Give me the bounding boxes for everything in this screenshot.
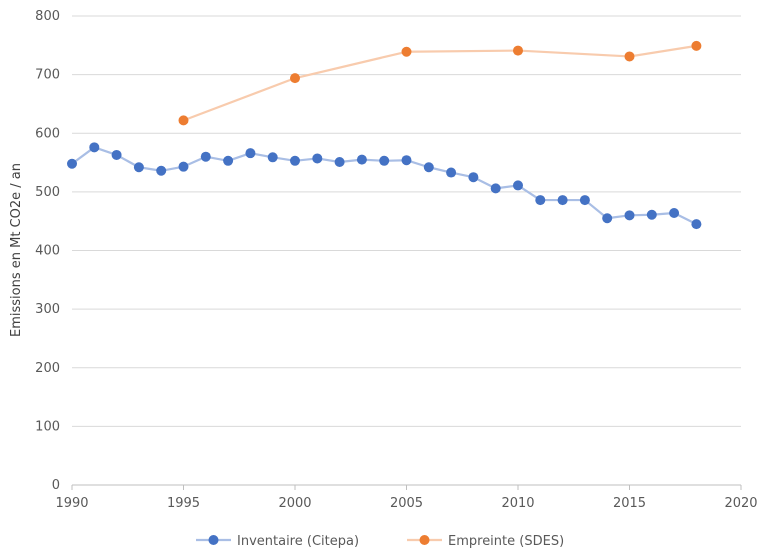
x-tick-label: 2015 — [613, 496, 646, 511]
data-point — [290, 155, 300, 166]
data-point — [200, 151, 211, 162]
series-2 — [178, 40, 702, 126]
data-point — [267, 152, 278, 163]
y-axis-tick-labels: 0 100 200 300 400 500 600 700 800 — [35, 9, 60, 493]
y-tick-label: 400 — [35, 244, 60, 259]
x-tick-label: 2010 — [501, 496, 534, 511]
x-tick-label: 2020 — [724, 496, 757, 511]
data-point — [111, 149, 122, 160]
y-tick-label: 500 — [35, 185, 60, 200]
data-point — [67, 158, 77, 169]
legend: Inventaire (Citepa) Empreinte (SDES) — [196, 534, 564, 549]
data-point — [490, 183, 501, 194]
y-axis-label: Emissions en Mt CO2e / an — [9, 163, 24, 337]
y-tick-label: 0 — [52, 478, 60, 493]
data-point — [334, 156, 345, 167]
x-tick-label: 1995 — [167, 496, 200, 511]
y-tick-label: 700 — [35, 68, 60, 83]
data-point — [178, 161, 189, 172]
data-point — [401, 46, 412, 57]
legend-marker — [419, 535, 430, 545]
legend-label: Inventaire (Citepa) — [237, 534, 359, 549]
data-point — [290, 73, 300, 84]
data-point — [535, 195, 546, 206]
data-point — [513, 180, 523, 191]
data-point — [312, 153, 323, 164]
data-point — [423, 162, 434, 173]
y-tick-label: 800 — [35, 9, 60, 24]
data-point — [89, 142, 100, 153]
data-point — [156, 165, 167, 176]
data-point — [624, 210, 635, 221]
data-point — [356, 154, 367, 165]
data-point — [557, 195, 568, 206]
data-point — [446, 167, 457, 178]
series-layer — [67, 40, 702, 230]
y-tick-label: 300 — [35, 302, 60, 317]
data-point — [223, 155, 234, 166]
y-tick-label: 100 — [35, 419, 60, 434]
x-tick-label: 1990 — [55, 496, 88, 511]
x-tick-label: 2000 — [278, 496, 311, 511]
data-point — [401, 155, 412, 166]
data-point — [468, 172, 479, 183]
data-point — [624, 51, 635, 62]
data-point — [602, 213, 613, 224]
data-point — [579, 195, 590, 206]
legend-label: Empreinte (SDES) — [448, 534, 564, 549]
data-point — [133, 162, 144, 173]
data-point — [513, 45, 523, 56]
data-point — [646, 209, 657, 220]
data-point — [691, 219, 702, 230]
data-point — [245, 148, 256, 159]
series-line — [183, 44, 697, 122]
gridlines — [71, 15, 742, 490]
x-tick-label: 2005 — [390, 496, 423, 511]
x-axis-tick-labels: 1990 1995 2000 2005 2010 2015 2020 — [55, 496, 757, 511]
data-point — [178, 115, 189, 126]
data-point — [669, 207, 680, 218]
y-tick-label: 600 — [35, 126, 60, 141]
data-point — [691, 40, 702, 51]
data-point — [379, 155, 390, 166]
legend-marker — [208, 535, 219, 545]
y-tick-label: 200 — [35, 361, 60, 376]
series-1 — [67, 142, 702, 230]
